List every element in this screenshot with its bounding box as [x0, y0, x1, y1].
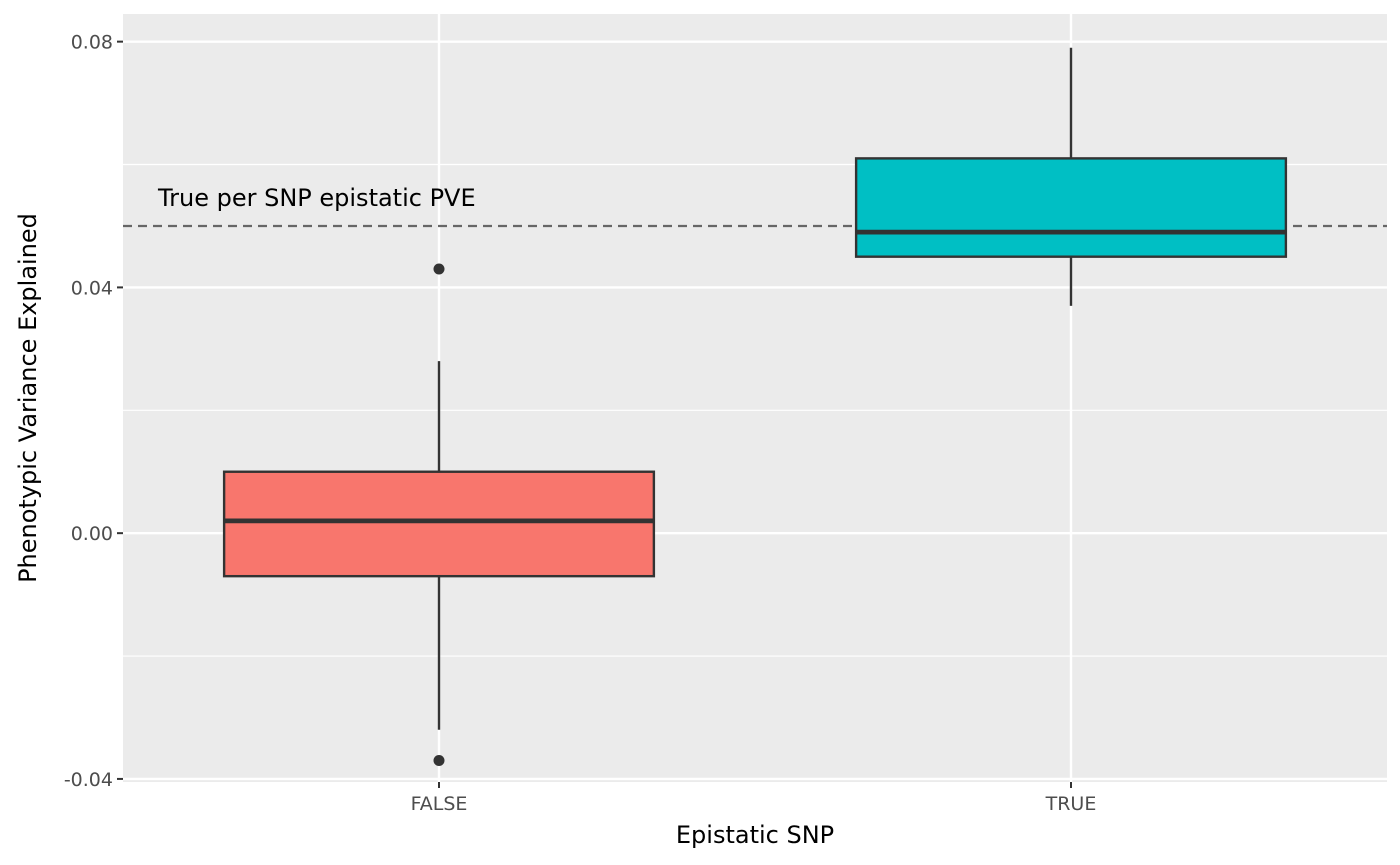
plot-panel — [123, 14, 1387, 782]
y-axis-title: Phenotypic Variance Explained — [14, 213, 42, 583]
box-false — [222, 263, 656, 766]
y-tick-label: 0.08 — [71, 32, 113, 54]
box-true — [854, 47, 1288, 306]
y-tick-label: 0.00 — [71, 523, 113, 545]
x-tick-label: TRUE — [1045, 793, 1097, 815]
box-iqr — [222, 470, 656, 578]
boxes — [222, 47, 1288, 766]
outlier-point — [433, 754, 445, 766]
x-tick-label: FALSE — [411, 793, 468, 815]
y-tick-label: -0.04 — [64, 769, 113, 791]
y-tick-label: 0.04 — [71, 277, 113, 299]
outlier-point — [433, 263, 445, 275]
x-axis-title: Epistatic SNP — [676, 821, 834, 849]
reference-line-label: True per SNP epistatic PVE — [157, 184, 476, 212]
box-iqr — [854, 157, 1288, 258]
axes: -0.04 0.00 0.04 0.08 FALSE TRUE — [64, 32, 1097, 815]
